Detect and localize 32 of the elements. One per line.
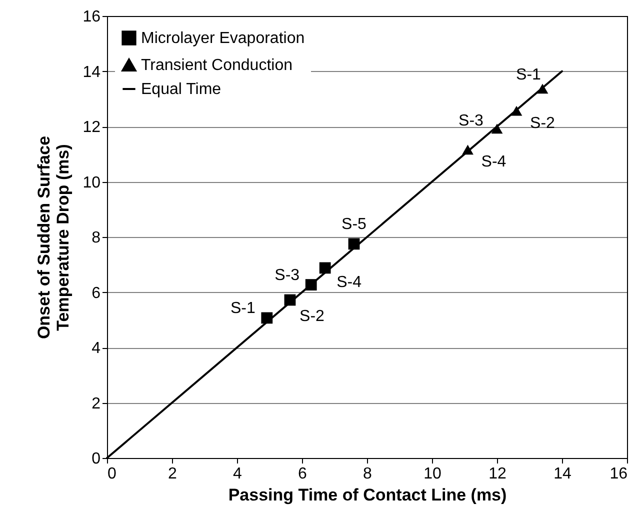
x-tick-label: 6 bbox=[298, 466, 308, 482]
annotation: S-4 bbox=[481, 154, 506, 171]
annotation: S-4 bbox=[336, 274, 362, 291]
legend-label: Equal Time bbox=[141, 81, 222, 98]
y-axis-title: Onset of Sudden Surface Temperature Drop (ms) bbox=[34, 136, 73, 340]
y-tick-label: 12 bbox=[82, 119, 101, 136]
y-tick-label: 4 bbox=[92, 340, 101, 357]
x-tick-label: 0 bbox=[108, 466, 116, 482]
legend-label: Microlayer Evaporation bbox=[141, 30, 305, 47]
annotation: S-2 bbox=[530, 114, 556, 132]
x-tick-label: 14 bbox=[554, 466, 572, 482]
annotation: S-2 bbox=[300, 308, 325, 325]
y-tick-label: 16 bbox=[82, 8, 101, 26]
y-tick-label: 2 bbox=[92, 395, 101, 412]
y-tick-label: 8 bbox=[92, 230, 101, 246]
x-tick-label: 8 bbox=[363, 466, 372, 482]
annotation: S-3 bbox=[458, 112, 484, 130]
y-tick-label: 6 bbox=[92, 284, 101, 302]
legend-label: Transient Conduction bbox=[141, 57, 292, 74]
annotation: S-5 bbox=[342, 216, 367, 233]
x-tick-label: 12 bbox=[488, 466, 506, 482]
x-axis-title: Passing Time of Contact Line (ms) bbox=[228, 486, 507, 504]
annotation: S-1 bbox=[230, 300, 256, 317]
y-tick-label: 14 bbox=[82, 64, 101, 81]
x-tick-label: 10 bbox=[424, 466, 442, 482]
annotation: S-1 bbox=[516, 66, 542, 84]
y-tick-label: 10 bbox=[82, 174, 101, 192]
x-tick-label: 16 bbox=[610, 466, 628, 482]
y-tick-label: 0 bbox=[92, 450, 101, 468]
x-tick-label: 2 bbox=[168, 466, 178, 482]
annotation: S-3 bbox=[274, 266, 300, 284]
x-tick-label: 4 bbox=[233, 466, 242, 482]
